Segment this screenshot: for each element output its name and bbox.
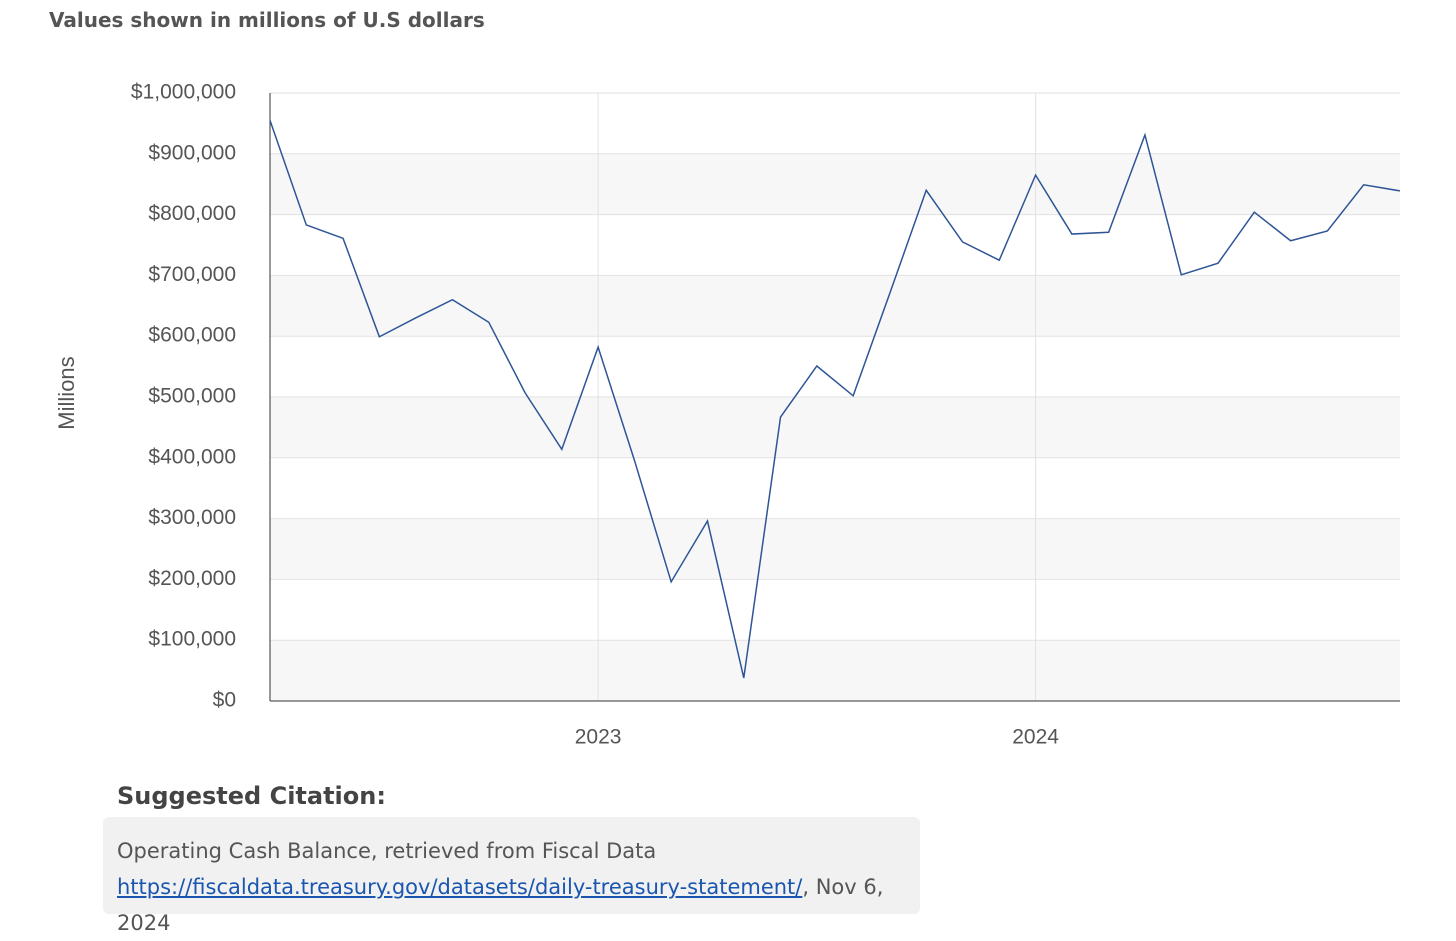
grid-band <box>270 275 1400 337</box>
y-tick-label: $900,000 <box>148 141 236 164</box>
y-tick-label: $600,000 <box>148 324 236 347</box>
chart-subtitle: Values shown in millions of U.S dollars <box>49 8 485 32</box>
y-axis-label: Millions <box>54 356 79 429</box>
y-tick-label: $100,000 <box>148 628 236 651</box>
y-tick-label: $700,000 <box>148 263 236 286</box>
y-tick-label: $400,000 <box>148 445 236 468</box>
grid-band <box>270 397 1400 458</box>
citation-date: , Nov 6, 2024 <box>117 875 884 935</box>
citation-link[interactable]: https://fiscaldata.treasury.gov/datasets… <box>117 875 803 899</box>
x-tick-label: 2024 <box>1012 726 1059 749</box>
y-tick-label: $0 <box>213 689 236 712</box>
y-tick-label: $300,000 <box>148 506 236 529</box>
citation-line: https://fiscaldata.treasury.gov/datasets… <box>117 869 906 941</box>
y-tick-label: $1,000,000 <box>131 81 236 104</box>
grid-band <box>270 153 1400 215</box>
citation-heading: Suggested Citation: <box>117 782 386 810</box>
x-tick-label: 2023 <box>575 726 622 749</box>
data-line <box>269 120 1401 679</box>
chart: $0 $100,000 $200,000 $300,000 $400,000 $500,0… <box>54 81 1401 749</box>
y-tick-label: $800,000 <box>148 202 236 225</box>
citation-box: Operating Cash Balance, retrieved from F… <box>103 817 920 935</box>
grid-band <box>270 518 1400 580</box>
grid-band <box>270 640 1400 701</box>
citation-text: Operating Cash Balance, retrieved from F… <box>117 839 657 863</box>
y-tick-label: $200,000 <box>148 567 236 590</box>
y-tick-label: $500,000 <box>148 385 236 408</box>
